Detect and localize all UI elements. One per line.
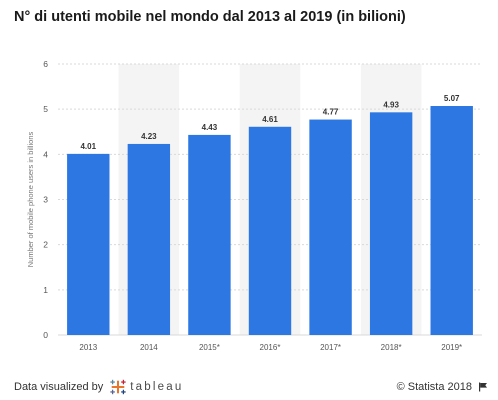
bar[interactable] <box>127 143 171 335</box>
footer-attribution: Data visualized by tableau <box>14 377 183 397</box>
bar-value-label: 4.61 <box>262 115 278 124</box>
y-axis-label: Number of mobile phone users in billions <box>26 132 35 268</box>
bar[interactable] <box>309 119 352 336</box>
footer-copyright: © Statista 2018 <box>397 377 488 397</box>
copyright-text: © Statista 2018 <box>396 381 472 393</box>
data-visualized-label: Data visualized by <box>14 381 104 393</box>
y-tick-label: 2 <box>43 240 48 250</box>
y-tick-label: 4 <box>43 149 48 159</box>
bar[interactable] <box>369 112 413 335</box>
x-tick-label: 2019* <box>441 343 462 352</box>
bar-value-label: 4.23 <box>141 132 157 141</box>
y-tick-label: 6 <box>43 59 48 69</box>
x-tick-label: 2018* <box>381 343 402 352</box>
y-tick-label: 1 <box>43 285 48 295</box>
bar[interactable] <box>188 134 231 335</box>
bar-value-label: 4.43 <box>202 123 218 132</box>
bar-value-label: 4.93 <box>383 100 399 109</box>
bar[interactable] <box>430 106 473 335</box>
bar[interactable] <box>67 153 110 335</box>
x-tick-label: 2015* <box>199 343 220 352</box>
flag-icon <box>479 382 487 392</box>
tableau-logo-text: tableau <box>130 381 184 393</box>
tableau-plus-icon <box>110 379 126 395</box>
bar[interactable] <box>248 126 292 335</box>
y-tick-label: 5 <box>43 104 48 114</box>
x-tick-label: 2013 <box>79 343 97 352</box>
y-tick-label: 3 <box>43 195 48 205</box>
bar-value-label: 5.07 <box>444 94 460 103</box>
bar-value-label: 4.01 <box>80 142 96 151</box>
bar-value-label: 4.77 <box>323 108 339 117</box>
bar-chart: 4.014.234.434.614.774.935.07 2013 2014 201… <box>26 59 482 352</box>
x-tick-label: 2014 <box>140 343 158 352</box>
x-tick-label: 2016* <box>260 343 281 352</box>
y-tick-label: 0 <box>43 330 48 340</box>
x-tick-label: 2017* <box>320 343 341 352</box>
chart-title: N° di utenti mobile nel mondo dal 2013 a… <box>14 9 406 25</box>
